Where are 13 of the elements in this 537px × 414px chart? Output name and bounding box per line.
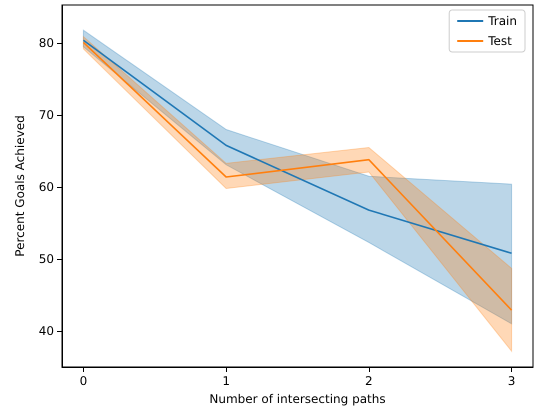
y-tick-label: 60 [38, 180, 54, 194]
y-tick-label: 40 [38, 324, 54, 338]
y-axis-title: Percent Goals Achieved [13, 115, 27, 257]
y-tick-label: 80 [38, 36, 54, 50]
x-tick-label: 0 [80, 374, 88, 388]
y-tick-label: 50 [38, 252, 54, 266]
y-tick-label: 70 [38, 108, 54, 122]
legend-label: Train [487, 14, 518, 28]
legend-label: Test [487, 34, 512, 48]
x-tick-label: 3 [508, 374, 516, 388]
x-axis-title: Number of intersecting paths [209, 392, 386, 406]
x-tick-label: 2 [365, 374, 373, 388]
x-tick-label: 1 [222, 374, 230, 388]
